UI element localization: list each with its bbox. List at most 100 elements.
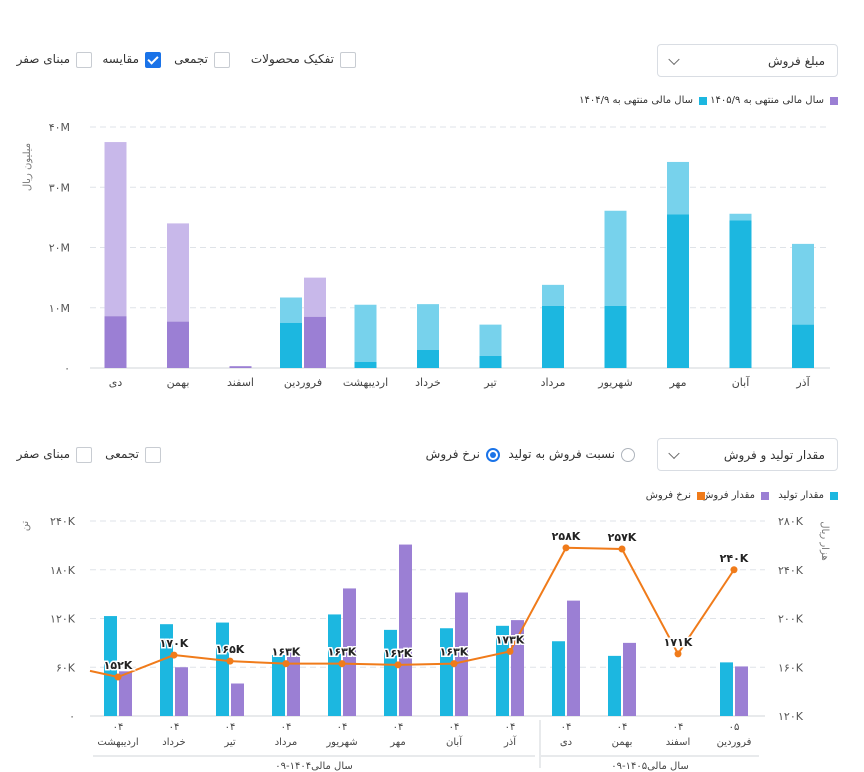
x-tick-year: ۰۴ — [617, 722, 628, 733]
x-tick-month: خرداد — [162, 737, 185, 748]
group-label: سال مالی۱۴۰۵-۰۹ — [611, 761, 689, 772]
sales-rate-label: ۱۷۱K — [664, 636, 693, 649]
sales-rate-point — [450, 660, 458, 668]
sales-bar — [231, 683, 244, 716]
sales-rate-label: نرخ فروش — [425, 447, 480, 461]
x-tick-label: اسفند — [227, 376, 254, 389]
sales-bar — [735, 666, 748, 716]
sales-rate-label: ۱۵۲K — [104, 659, 133, 672]
x-tick-month: آذر — [503, 735, 517, 748]
bar-segment-total — [604, 210, 627, 306]
sales-bar — [175, 667, 188, 716]
dropdown-label: مقدار تولید و فروش — [723, 447, 825, 462]
legend-swatch-1405 — [830, 97, 838, 105]
sales-bar — [119, 671, 132, 716]
production-bar — [384, 629, 397, 716]
x-tick-month: مرداد — [275, 737, 298, 748]
sales-rate-point — [674, 650, 682, 658]
x-tick-month: فروردین — [717, 737, 752, 748]
x-tick-year: ۰۴ — [281, 722, 292, 733]
bar-segment-total — [417, 304, 439, 350]
legend-swatch-rate — [697, 492, 705, 500]
x-tick-year: ۰۴ — [337, 722, 348, 733]
bar-segment-base — [729, 220, 752, 368]
x-tick-month: اردیبهشت — [97, 737, 138, 748]
bar-segment-total — [479, 324, 502, 356]
sales-to-production-radio[interactable] — [621, 448, 635, 462]
bar-segment-total — [280, 297, 302, 323]
production-sales-dropdown[interactable]: مقدار تولید و فروش — [657, 438, 838, 471]
x-tick-label: مرداد — [541, 376, 566, 389]
y-tick-label: ۱۰M — [49, 302, 70, 315]
group-label: سال مالی۱۴۰۴-۰۹ — [275, 761, 353, 772]
y-right-tick-label: ۱۲۰K — [778, 710, 804, 723]
production-bar — [272, 655, 285, 716]
x-tick-year: ۰۴ — [393, 722, 404, 733]
production-bar — [552, 641, 565, 716]
sales-bar — [287, 652, 300, 716]
bar-segment-total — [104, 142, 127, 317]
zero-base-label-2: مبنای صفر — [16, 447, 70, 461]
bar-segment-base — [304, 316, 326, 368]
bar-segment-base — [354, 361, 377, 368]
dropdown-label: مبلغ فروش — [767, 53, 825, 68]
x-tick-label: شهریور — [597, 376, 632, 389]
bar-segment-base — [417, 349, 439, 368]
sales-bar — [623, 642, 636, 716]
product-breakdown-label: تفکیک محصولات — [250, 52, 334, 66]
sales-rate-point — [506, 647, 514, 655]
production-bar — [328, 614, 341, 716]
bar-segment-total — [792, 243, 814, 325]
legend-label-rate: نرخ فروش — [645, 490, 691, 501]
x-tick-label: اردیبهشت — [343, 376, 388, 389]
bar-segment-total — [354, 304, 377, 362]
x-tick-month: شهریور — [325, 737, 357, 748]
production-bar — [440, 628, 453, 716]
legend-swatch-1404 — [699, 97, 707, 105]
y-left-axis-label: تن — [20, 521, 31, 532]
x-tick-year: ۰۴ — [505, 722, 516, 733]
y-right-tick-label: ۲۴۰K — [778, 564, 804, 577]
sales-rate-point — [114, 673, 122, 681]
y-right-tick-label: ۱۶۰K — [778, 661, 804, 674]
bar-segment-base — [167, 321, 189, 368]
production-bar — [720, 662, 733, 716]
x-tick-year: ۰۴ — [449, 722, 460, 733]
sales-rate-label: ۱۶۲K — [384, 647, 413, 660]
y-left-tick-label: ۲۴۰K — [50, 515, 76, 528]
bar-segment-base — [280, 322, 302, 368]
sales-rate-point — [562, 544, 570, 552]
monthly-sales-chart: ۰ ۱۰M ۲۰M ۳۰M ۴۰M میلیون ریال آذر آبان مهر شهریور… — [22, 121, 830, 389]
x-tick-year: ۰۴ — [169, 722, 180, 733]
legend-label-1404: سال مالی منتهی به ۱۴۰۴/۹ — [579, 95, 693, 106]
sales-rate-label: ۱۶۵K — [216, 643, 245, 656]
sales-rate-label: ۱۶۳K — [272, 646, 301, 659]
compare-checkbox[interactable] — [145, 52, 161, 68]
sales-rate-label: ۱۶۳K — [440, 646, 469, 659]
y-right-axis-label: هزار ریال — [819, 521, 830, 561]
production-sales-chart: ۰ ۶۰K ۱۲۰K ۱۸۰K ۲۴۰K ۱۲۰K ۱۶۰K ۲۰۰K ۲۴۰K ۲۸۰K تن هز… — [20, 515, 830, 772]
bar-segment-total — [729, 213, 752, 221]
cumulative-label: تجمعی — [174, 52, 208, 66]
bar-segment-base — [604, 305, 627, 368]
x-tick-label: خرداد — [415, 376, 441, 389]
sales-amount-dropdown[interactable]: مبلغ فروش — [657, 44, 838, 77]
sales-rate-radio[interactable] — [486, 448, 500, 462]
compare-label: مقایسه — [102, 52, 139, 66]
y-left-tick-label: ۰ — [69, 710, 75, 723]
zero-base-checkbox[interactable] — [76, 52, 92, 68]
product-breakdown-checkbox[interactable] — [340, 52, 356, 68]
x-tick-year: ۰۴ — [561, 722, 572, 733]
cumulative-checkbox[interactable] — [214, 52, 230, 68]
cumulative-checkbox-2[interactable] — [145, 447, 161, 463]
sales-rate-label: ۲۵۷K — [608, 531, 637, 544]
sales-bar — [343, 588, 356, 716]
x-tick-month: دی — [560, 737, 572, 748]
legend-label-1405: سال مالی منتهی به ۱۴۰۵/۹ — [710, 95, 824, 106]
sales-rate-label: ۱۷۰K — [160, 637, 189, 650]
x-tick-label: بهمن — [167, 376, 190, 389]
sales-rate-point — [226, 657, 234, 665]
cumulative-label-2: تجمعی — [105, 447, 139, 461]
zero-base-checkbox-2[interactable] — [76, 447, 92, 463]
legend-swatch-production — [830, 492, 838, 500]
